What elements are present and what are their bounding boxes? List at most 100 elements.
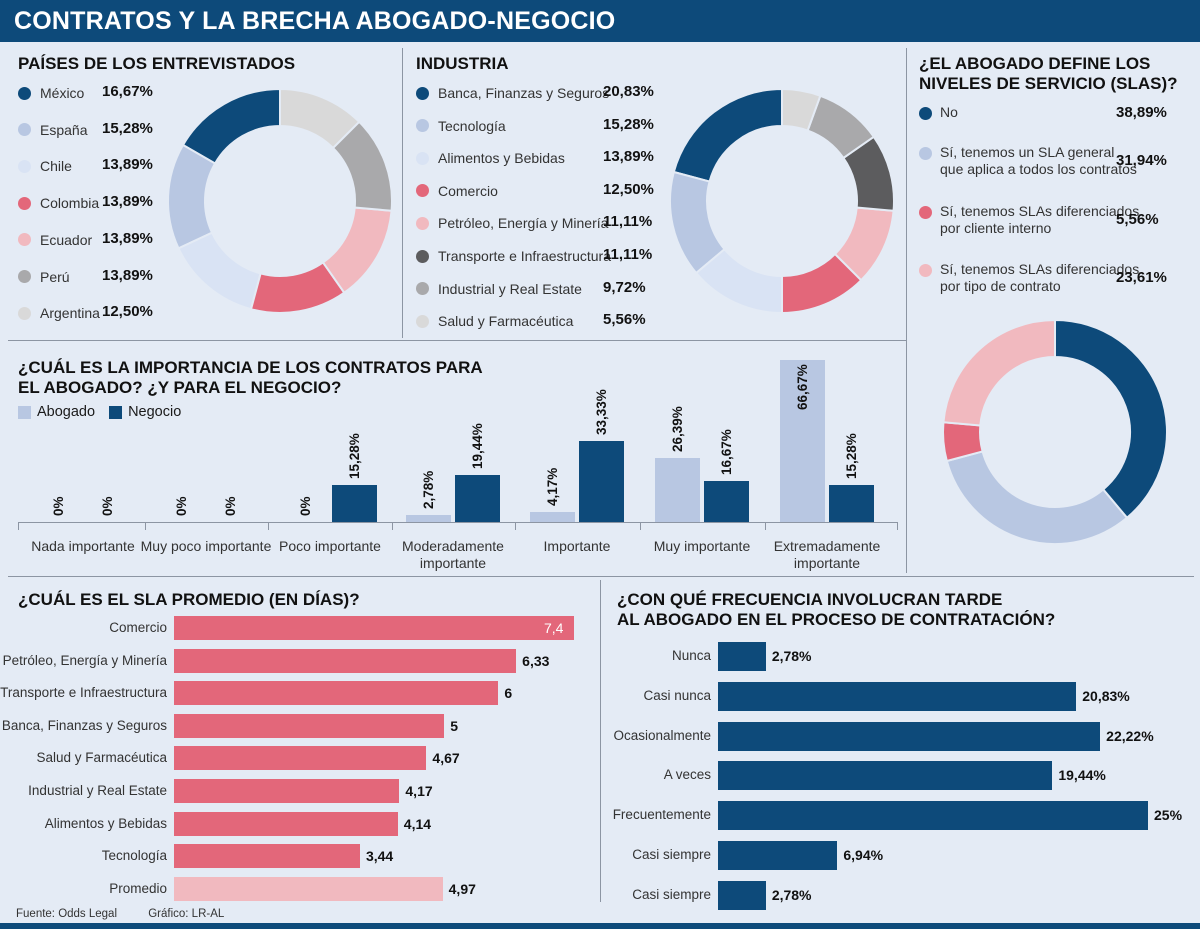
legend-swatch xyxy=(18,86,31,100)
frecuencia-title-line1: ¿CON QUÉ FRECUENCIA INVOLUCRAN TARDE xyxy=(617,590,1003,609)
sla-slice-si-tenemos-slas-diferenciados xyxy=(942,318,1056,427)
footer: Fuente: Odds Legal Gráfico: LR-AL xyxy=(16,908,252,920)
category-label: Salud y Farmacéutica xyxy=(36,750,167,766)
category-label-line1: Muy poco importante xyxy=(140,538,272,554)
category-label: Petróleo, Energía y Minería xyxy=(2,652,167,668)
legend-value: 31,94% xyxy=(1116,152,1167,169)
sla-define-title-line1: ¿EL ABOGADO DEFINE LOS xyxy=(919,54,1151,73)
paises-legend-item: Chile xyxy=(18,156,72,176)
bar xyxy=(718,880,766,910)
bar-value-label: 4,14 xyxy=(403,815,432,832)
industria-legend-item: Industrial y Real Estate xyxy=(416,279,582,299)
legend-label: Banca, Finanzas y Seguros xyxy=(438,85,610,101)
legend-value: 15,28% xyxy=(603,115,654,133)
legend-swatch xyxy=(416,216,429,230)
industria-title: INDUSTRIA xyxy=(416,54,509,73)
category-label: Extremadamente importante xyxy=(757,538,897,572)
legend-label: Ecuador xyxy=(40,231,93,248)
industria-legend-item: Banca, Finanzas y Seguros xyxy=(416,83,609,103)
category-label: A veces xyxy=(663,767,711,783)
legend-label: No xyxy=(940,104,958,121)
category-label: Casi siempre xyxy=(632,847,711,862)
category-label-line2: importante xyxy=(793,555,861,571)
legend-label: Tecnología xyxy=(438,117,506,134)
legend-label: Comercio xyxy=(438,182,498,199)
legend-swatch xyxy=(18,306,31,320)
legend-label-line1: Sí, tenemos un SLA general xyxy=(940,144,1115,160)
category-label: Poco importante xyxy=(260,538,400,555)
bar-value-label: 15,28% xyxy=(843,433,859,479)
legend-swatch xyxy=(416,282,429,296)
bar xyxy=(174,779,400,803)
legend-label: Transporte e Infraestructura xyxy=(438,248,612,264)
bar xyxy=(718,642,766,671)
importancia-title: ¿CUÁL ES LA IMPORTANCIA DE LOS CONTRATOS… xyxy=(18,358,483,398)
legend-label-abogado: Abogado xyxy=(37,404,96,420)
bar-value-label: 6 xyxy=(504,685,513,702)
sla-define-title: ¿EL ABOGADO DEFINE LOS NIVELES DE SERVIC… xyxy=(919,54,1178,94)
legend-value: 5,56% xyxy=(1116,211,1159,228)
sla-slice-si-tenemos-un-sla-general xyxy=(945,450,1129,545)
category-separator xyxy=(18,522,19,530)
category-label: Casi siempre xyxy=(632,886,711,902)
category-label-line1: Extremadamente xyxy=(773,538,881,554)
category-label-line1: Moderadamente xyxy=(402,538,504,554)
paises-legend-item: Perú xyxy=(18,267,70,287)
header-banner: CONTRATOS Y LA BRECHA ABOGADO-NEGOCIO xyxy=(0,0,1200,42)
divider xyxy=(600,580,601,902)
legend-swatch xyxy=(416,184,429,198)
divider xyxy=(906,48,907,573)
legend-value: 11,11% xyxy=(603,246,653,263)
importancia-title-line2: EL ABOGADO? ¿Y PARA EL NEGOCIO? xyxy=(18,378,342,397)
legend-swatch xyxy=(416,86,429,100)
category-separator xyxy=(897,522,898,530)
bar xyxy=(174,844,360,869)
bar-value-label: 6,94% xyxy=(843,847,884,863)
industria-donut-chart xyxy=(669,87,895,315)
category-label: Transporte e Infraestructura xyxy=(0,685,167,701)
legend-swatch xyxy=(18,123,31,137)
paises-donut-chart xyxy=(167,87,393,314)
industria-legend-item: Alimentos y Bebidas xyxy=(416,148,565,168)
legend-value: 13,89% xyxy=(102,193,153,211)
bar-value-label: 0% xyxy=(297,496,313,516)
legend-value: 13,89% xyxy=(603,148,654,166)
bar xyxy=(174,876,443,901)
bar-value-label: 4,17% xyxy=(544,467,560,506)
legend-swatch xyxy=(18,270,31,283)
legend-label: Sí, tenemos SLAs diferenciados por tipo d… xyxy=(940,261,1139,295)
legend-swatch xyxy=(416,249,429,263)
bar-value-label: 26,39% xyxy=(669,406,685,452)
category-label: Comercio xyxy=(109,620,167,635)
category-separator xyxy=(639,522,641,530)
bar xyxy=(718,841,838,870)
category-label: Muy poco importante xyxy=(136,538,276,555)
bar-value-label: 4,17 xyxy=(405,783,433,799)
importancia-legend: Abogado Negocio xyxy=(18,404,181,420)
legend-swatch xyxy=(919,206,932,219)
legend-label-line2: que aplica a todos los contratos xyxy=(940,161,1137,177)
footer-source: Fuente: Odds Legal xyxy=(16,908,118,920)
legend-label: Petróleo, Energía y Minería xyxy=(438,215,609,232)
legend-label-line2: por tipo de contrato xyxy=(940,278,1061,294)
category-label: Nada importante xyxy=(13,538,153,555)
legend-value: 20,83% xyxy=(603,83,654,100)
category-label-line1: Nada importante xyxy=(31,538,135,554)
paises-slice-espana xyxy=(167,143,217,250)
category-label: Nunca xyxy=(671,648,711,663)
importancia-title-line1: ¿CUÁL ES LA IMPORTANCIA DE LOS CONTRATOS… xyxy=(18,358,483,377)
bar-value-label: 7,4 xyxy=(544,620,564,636)
bar-value-label: 2,78% xyxy=(771,648,812,664)
category-label-line1: Poco importante xyxy=(279,538,381,554)
bar-negocio xyxy=(704,481,749,522)
legend-swatch xyxy=(416,314,429,328)
paises-legend-item: Colombia xyxy=(18,193,99,213)
legend-label: Alimentos y Bebidas xyxy=(438,150,565,167)
bar-abogado xyxy=(780,360,825,522)
bar-value-label: 3,44 xyxy=(365,848,394,865)
industria-legend-item: Tecnología xyxy=(416,116,506,136)
frecuencia-title: ¿CON QUÉ FRECUENCIA INVOLUCRAN TARDE AL … xyxy=(617,590,1055,630)
bar-value-label: 0% xyxy=(50,496,66,516)
legend-value: 12,50% xyxy=(102,303,153,321)
bar-value-label: 33,33% xyxy=(593,389,609,435)
